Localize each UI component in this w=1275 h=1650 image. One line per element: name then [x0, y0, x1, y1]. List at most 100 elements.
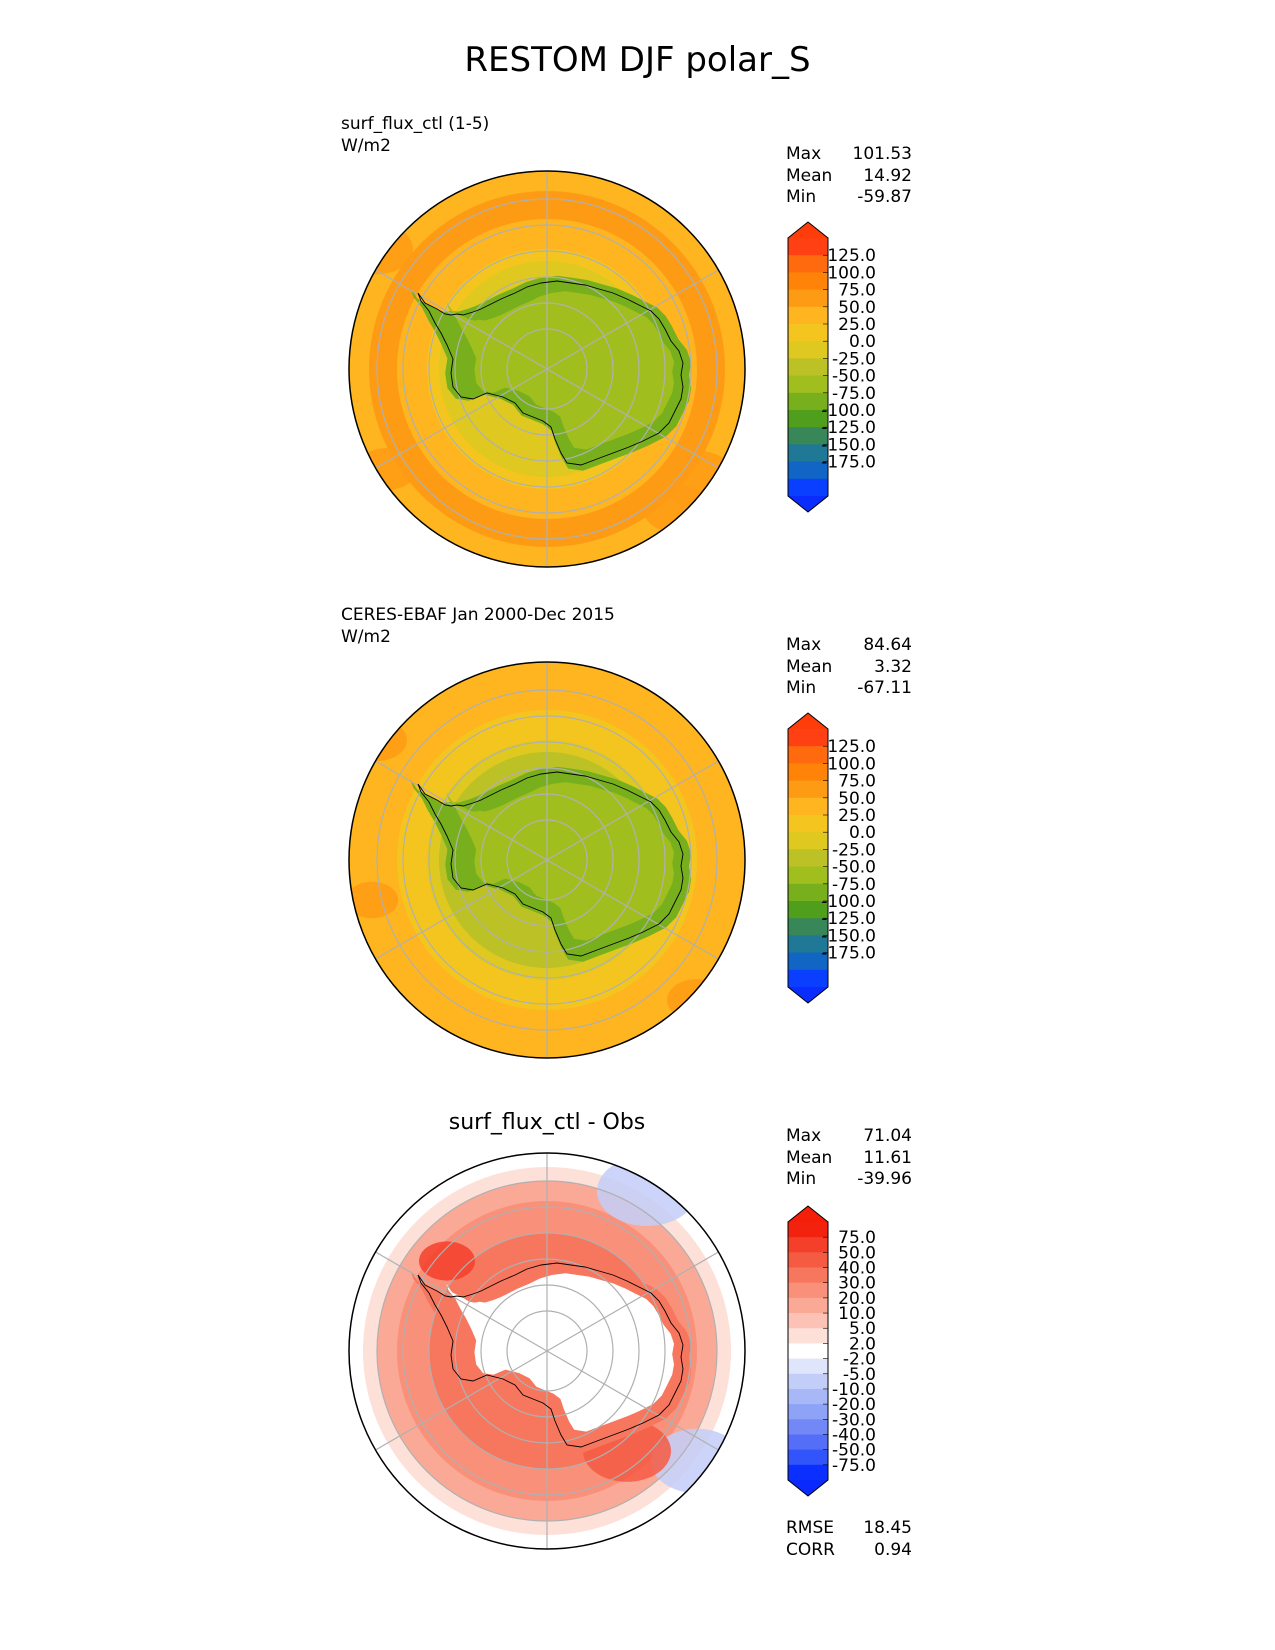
colorbar-segment — [788, 427, 828, 445]
colorbar-segment — [788, 289, 828, 308]
stat-value: 71.04 — [863, 1126, 912, 1146]
colorbar-tick-label: 125.0 — [827, 246, 876, 266]
colorbar-segment — [788, 1434, 828, 1451]
panel-2-title-line-1: CERES-EBAF Jan 2000-Dec 2015 — [341, 605, 615, 625]
colorbar-tick-label: -175.0 — [821, 944, 876, 964]
colorbar-segment — [788, 1313, 828, 1329]
metric-label: RMSE — [786, 1518, 835, 1538]
colorbar-segment — [788, 797, 828, 816]
longitude-line — [546, 1350, 719, 1451]
map-boundary — [348, 661, 746, 1059]
colorbar-tick-label: -125.0 — [821, 909, 876, 929]
panel-2-polar-map — [348, 661, 746, 1059]
colorbar-tick-label: 50.0 — [838, 298, 876, 318]
colorbar-tick-label: 2.0 — [849, 1334, 876, 1354]
colorbar-tick-label: 30.0 — [838, 1274, 876, 1294]
colorbar-tick-label: 0.0 — [849, 332, 876, 352]
stat-value: 3.32 — [874, 656, 912, 677]
colorbar-extend-min — [788, 987, 828, 1003]
colorbar-segment — [788, 272, 828, 291]
colorbar-tick-label: 50.0 — [838, 789, 876, 809]
colorbar-extend-max — [788, 713, 828, 729]
colorbar-tick-label: -150.0 — [821, 435, 876, 455]
map-field — [349, 1153, 745, 1549]
colorbar-segment — [788, 1282, 828, 1299]
colorbar-tick-label: -30.0 — [832, 1410, 876, 1430]
colorbar-tick-label: -75.0 — [832, 1456, 876, 1476]
longitude-line — [375, 1350, 548, 1451]
colorbar-extend-max — [788, 1206, 828, 1222]
colorbar-segment — [788, 1328, 828, 1345]
contour-patch — [597, 1156, 697, 1226]
colorbar-tick-label: -5.0 — [843, 1365, 876, 1385]
contour-patch — [349, 881, 398, 919]
stat-label: Mean — [786, 1147, 833, 1168]
colorbar-segment — [788, 849, 828, 868]
panel-1-polar-map — [348, 170, 746, 568]
stat-value: -59.87 — [857, 187, 912, 207]
stat-label: Min — [786, 187, 817, 207]
contour-patch — [667, 979, 727, 1021]
stat-value: -39.96 — [857, 1169, 912, 1189]
stat-label: Mean — [786, 165, 833, 186]
colorbar-tick-label: 25.0 — [838, 315, 876, 335]
stat-value: 101.53 — [852, 144, 912, 164]
colorbar-segment — [788, 1252, 828, 1269]
panel-3-colorbar: 75.050.040.030.020.010.05.02.0-2.0-5.0-1… — [787, 1205, 876, 1497]
stat-label: Max — [786, 1126, 822, 1146]
colorbar-segment — [788, 375, 828, 394]
colorbar-segment — [788, 341, 828, 359]
colorbar-tick-label: -75.0 — [832, 384, 876, 404]
panel-1-units: W/m2 — [341, 136, 391, 156]
colorbar-tick-label: -50.0 — [832, 858, 876, 878]
colorbar-segment — [788, 1297, 828, 1314]
colorbar-tick-label: 25.0 — [838, 806, 876, 826]
colorbar-tick-label: 10.0 — [838, 1304, 876, 1324]
panel-2-units: W/m2 — [341, 627, 391, 647]
colorbar-tick-label: 75.0 — [838, 281, 876, 301]
colorbar-segment — [788, 410, 828, 428]
colorbar-outline — [787, 221, 829, 513]
colorbar-extend-max — [788, 222, 828, 238]
map-boundary — [348, 170, 746, 568]
stat-label: Min — [786, 678, 817, 698]
colorbar-tick-label: -2.0 — [843, 1350, 876, 1370]
colorbar-segment — [788, 444, 828, 463]
colorbar-tick-label: -100.0 — [821, 892, 876, 912]
colorbar-tick-label: -10.0 — [832, 1380, 876, 1400]
colorbar-segment — [788, 461, 828, 480]
colorbar-tick-label: 125.0 — [827, 737, 876, 757]
colorbar-segment — [788, 866, 828, 885]
colorbar-segment — [788, 763, 828, 782]
colorbar-segment — [788, 883, 828, 902]
colorbar-segment — [788, 746, 828, 764]
colorbar-segment — [788, 1237, 828, 1253]
colorbar-outline — [787, 712, 829, 1004]
colorbar-segment — [788, 901, 828, 919]
colorbar-tick-label: -125.0 — [821, 418, 876, 438]
panel-2-stats: Max 84.64 Mean 3.32 Min -67.11 — [786, 635, 912, 700]
stat-value: -67.11 — [857, 678, 912, 698]
stat-value: 14.92 — [863, 165, 912, 186]
colorbar-segment — [788, 780, 828, 799]
contour-patch — [349, 719, 407, 761]
colorbar-extend-min — [788, 496, 828, 512]
colorbar-tick-label: -75.0 — [832, 875, 876, 895]
map-field — [349, 171, 745, 567]
panel-1-stats: Max 101.53 Mean 14.92 Min -59.87 — [786, 144, 912, 209]
panel-3-polar-map — [348, 1152, 746, 1550]
colorbar-segment — [788, 918, 828, 936]
contour-patch — [357, 448, 417, 490]
colorbar-segment — [788, 729, 828, 747]
colorbar-tick-label: 75.0 — [838, 1228, 876, 1248]
colorbar-tick-label: 0.0 — [849, 823, 876, 843]
colorbar-segment — [788, 1267, 828, 1284]
colorbar-segment — [788, 1404, 828, 1420]
colorbar-tick-label: -25.0 — [832, 840, 876, 860]
colorbar-segment — [788, 1449, 828, 1466]
colorbar-segment — [788, 324, 828, 342]
contour-patch — [643, 485, 711, 533]
colorbar-segment — [788, 1373, 828, 1390]
colorbar-tick-label: 100.0 — [827, 263, 876, 283]
coastline — [417, 1262, 684, 1448]
